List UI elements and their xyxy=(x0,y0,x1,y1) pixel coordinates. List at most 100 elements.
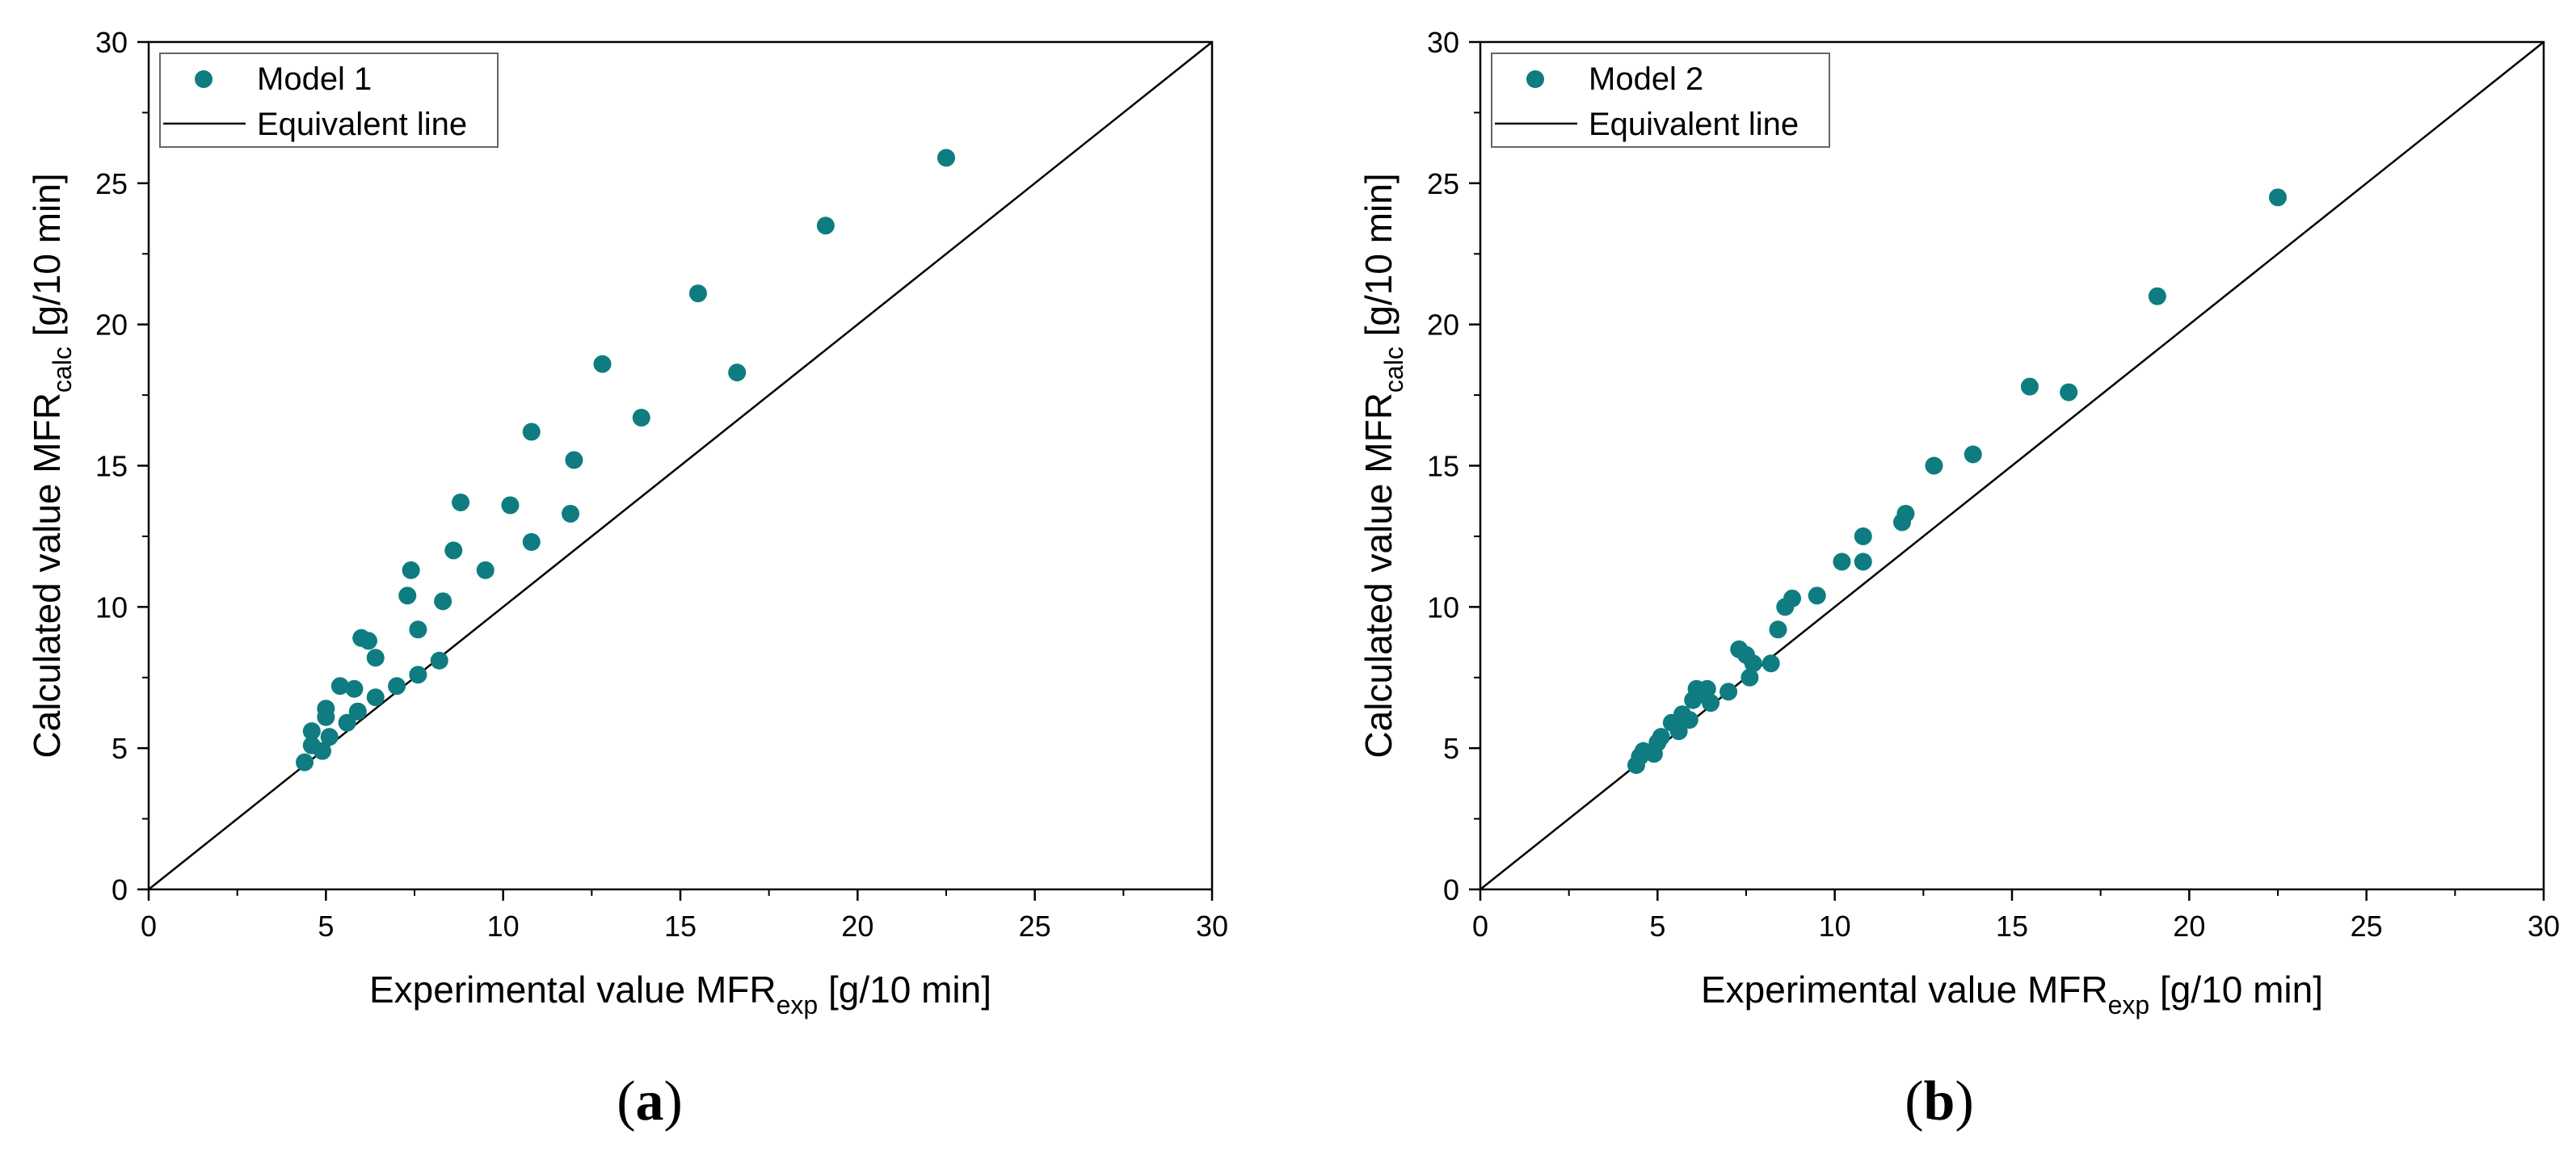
data-point xyxy=(816,216,835,235)
data-point xyxy=(320,728,339,746)
legend-marker xyxy=(1526,70,1544,88)
data-point xyxy=(317,700,335,718)
data-point xyxy=(359,632,377,650)
y-tick-label: 10 xyxy=(1427,591,1459,624)
data-point xyxy=(1680,711,1698,729)
data-point xyxy=(345,679,364,698)
data-point xyxy=(409,666,427,684)
data-point xyxy=(434,592,452,611)
y-tick-label: 25 xyxy=(1427,167,1459,200)
data-point xyxy=(1854,553,1872,571)
x-axis-title: Experimental value MFRexp [g/10 min] xyxy=(1701,969,2323,1019)
data-point xyxy=(444,541,463,560)
y-tick-label: 10 xyxy=(95,591,128,624)
legend-box xyxy=(1491,53,1830,148)
legend-label-model: Model 2 xyxy=(1589,61,1703,97)
x-tick-label: 10 xyxy=(487,910,520,943)
legend: Model 2 Equivalent line xyxy=(1491,53,1830,148)
data-point xyxy=(593,355,612,373)
x-tick-label: 15 xyxy=(664,910,697,943)
data-point xyxy=(937,149,955,167)
x-tick-label: 25 xyxy=(2351,910,2383,943)
data-point xyxy=(522,422,541,441)
data-point xyxy=(1698,679,1716,698)
data-point xyxy=(366,688,385,707)
data-point xyxy=(1854,527,1872,545)
x-tick-label: 20 xyxy=(2173,910,2205,943)
data-point xyxy=(330,677,349,696)
data-point xyxy=(1783,589,1802,607)
y-tick-label: 15 xyxy=(1427,450,1459,483)
chart-panel-2: 0 5 10 15 20 25 30 0 5 10 15 20 25 30 Model 2 Equivalen… xyxy=(1357,26,2560,1133)
data-point xyxy=(348,702,367,721)
x-tick-label: 20 xyxy=(841,910,873,943)
chart-panel-1: 0 5 10 15 20 25 30 0 5 10 15 20 25 30 Model 1 Equivalen… xyxy=(26,26,1228,1133)
y-tick-label: 0 xyxy=(112,873,128,906)
x-tick-label: 5 xyxy=(1649,910,1665,943)
data-point xyxy=(1769,620,1787,639)
data-point xyxy=(1833,553,1851,571)
legend-label-equivalent: Equivalent line xyxy=(1589,107,1799,142)
x-tick-label: 30 xyxy=(1196,910,1228,943)
data-point xyxy=(338,713,356,732)
data-point xyxy=(296,753,314,771)
y-tick-label: 20 xyxy=(95,309,128,342)
panel-label: (a) xyxy=(617,1070,683,1133)
legend-label-model: Model 1 xyxy=(257,61,372,97)
y-tick-label: 30 xyxy=(1427,26,1459,59)
data-point xyxy=(302,722,321,741)
data-point xyxy=(2020,377,2039,396)
x-axis-title: Experimental value MFRexp [g/10 min] xyxy=(369,969,991,1019)
legend-box xyxy=(159,53,499,148)
data-point xyxy=(452,493,470,511)
data-point xyxy=(409,620,427,639)
x-tick-label: 5 xyxy=(318,910,334,943)
data-point xyxy=(2148,287,2166,305)
x-tick-label: 0 xyxy=(141,910,157,943)
data-point xyxy=(430,651,448,670)
data-point xyxy=(366,649,385,667)
y-axis-title: Calculated value MFRcalc [g/10 min] xyxy=(1357,173,1408,758)
data-point xyxy=(402,561,420,579)
x-tick-label: 30 xyxy=(2528,910,2560,943)
data-point xyxy=(1896,504,1915,523)
data-point xyxy=(476,561,495,579)
data-point xyxy=(1925,456,1943,475)
y-axis-title: Calculated value MFRcalc [g/10 min] xyxy=(26,173,77,758)
data-point xyxy=(632,409,650,427)
data-point xyxy=(501,496,520,515)
data-point xyxy=(388,677,406,696)
data-point xyxy=(1702,694,1720,712)
legend: Model 1 Equivalent line xyxy=(159,53,499,148)
y-tick-label: 0 xyxy=(1443,873,1459,906)
data-point xyxy=(1964,445,1982,464)
data-point xyxy=(1762,654,1780,673)
data-point xyxy=(565,451,583,469)
y-tick-label: 25 xyxy=(95,167,128,200)
legend-label-equivalent: Equivalent line xyxy=(257,107,467,142)
data-point xyxy=(1652,728,1670,746)
y-tick-label: 15 xyxy=(95,450,128,483)
x-tick-label: 15 xyxy=(1996,910,2028,943)
y-tick-label: 30 xyxy=(95,26,128,59)
data-point xyxy=(1808,586,1826,605)
data-point xyxy=(1740,668,1759,687)
x-tick-label: 25 xyxy=(1019,910,1051,943)
y-tick-label: 5 xyxy=(1443,732,1459,765)
data-point xyxy=(1744,654,1762,673)
data-point xyxy=(2269,188,2287,207)
data-point xyxy=(728,364,747,382)
data-point xyxy=(1669,722,1688,741)
x-tick-label: 0 xyxy=(1472,910,1488,943)
data-point xyxy=(688,284,707,303)
data-point xyxy=(313,742,331,760)
data-point xyxy=(398,586,417,605)
x-tick-label: 10 xyxy=(1819,910,1851,943)
legend-marker xyxy=(195,70,213,88)
y-tick-label: 5 xyxy=(112,732,128,765)
data-point xyxy=(2060,383,2078,401)
data-point xyxy=(562,504,580,523)
data-point xyxy=(1719,683,1738,701)
y-tick-label: 20 xyxy=(1427,309,1459,342)
